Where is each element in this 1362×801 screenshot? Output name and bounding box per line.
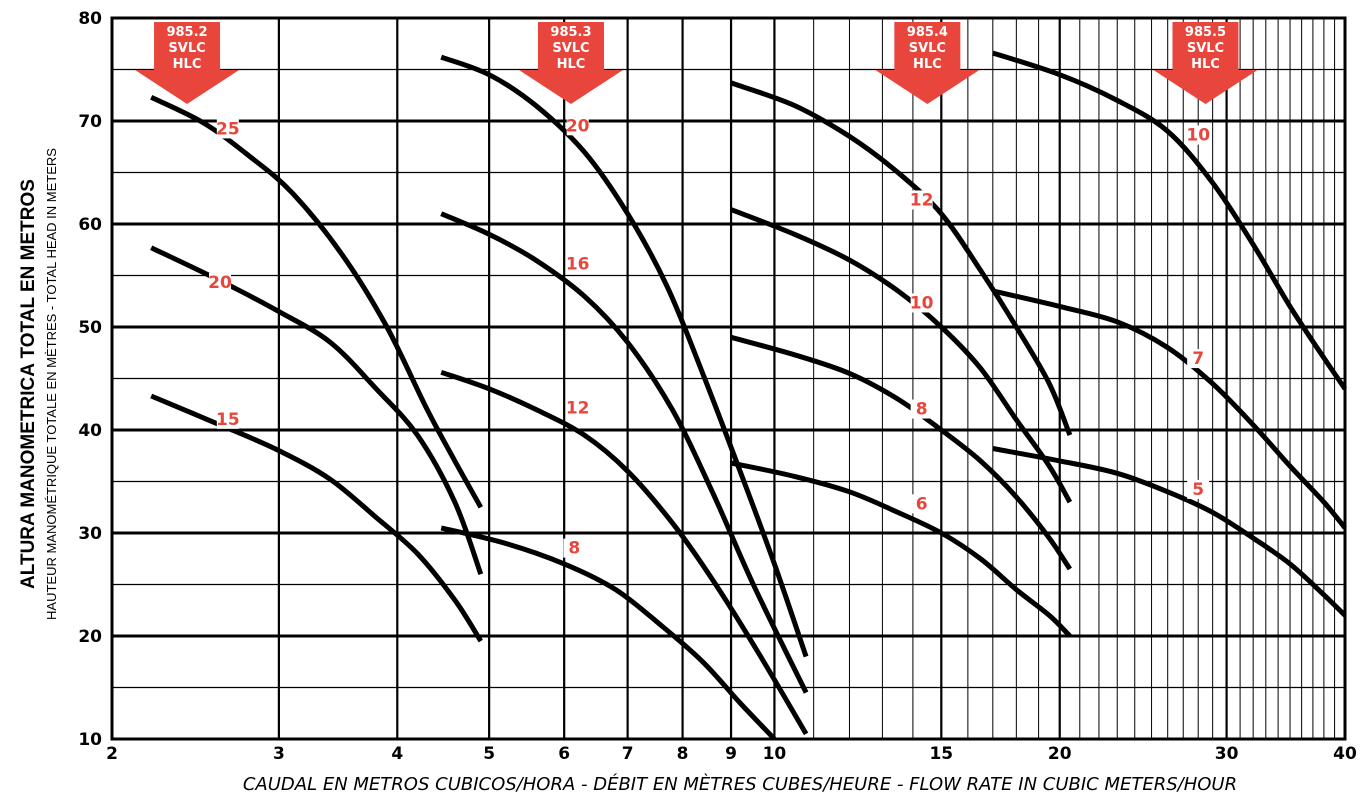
curve-label-backdrop [208,272,231,292]
model-marker-text: SVLC [168,41,205,56]
x-tick-label: 6 [558,744,570,764]
x-tick-label: 15 [929,744,953,764]
y-tick-label: 50 [78,318,102,338]
curve-label: 8 [568,539,580,559]
x-tick-label: 40 [1333,744,1357,764]
x-tick-label: 8 [677,744,689,764]
curve-label-backdrop [566,398,589,418]
tick-labels: 2 3 4 5 6 7 8 9 10 15 20 30 40 10 20 30 40 50 60 70 80 [78,9,1357,764]
curve-label: 6 [916,494,928,514]
curve-label: 16 [566,254,590,274]
model-marker-text: 985.4 [907,25,948,40]
pump-curve-line [730,207,1073,504]
x-tick-label: 4 [391,744,403,764]
curve-label: 20 [566,116,590,136]
pump-curve-line [992,446,1347,618]
y-axis-title: ALTURA MANOMETRICA TOTAL EN METROS [18,179,39,589]
x-tick-label: 7 [622,744,634,764]
x-tick-label: 5 [483,744,495,764]
curve-label: 10 [1186,126,1210,146]
curve-label: 8 [916,400,928,420]
model-marker-arrow [1153,22,1258,104]
pump-curve-line [730,334,1072,571]
curve-label-backdrop [216,119,239,139]
model-marker-text: 985.3 [550,25,591,40]
curve-labels: 25 20 15 20 16 12 8 12 10 8 6 10 7 5 [208,116,1210,559]
curve-label: 20 [208,273,232,293]
y-tick-label: 20 [78,627,102,647]
curve-label: 5 [1192,480,1204,500]
y-tick-label: 30 [78,524,102,544]
y-tick-label: 60 [78,215,102,235]
curve-label: 15 [216,410,240,430]
plot-frame [110,16,1347,741]
x-tick-label: 10 [763,744,787,764]
model-marker-arrow [875,22,980,104]
pump-curve-line [440,54,809,658]
pump-curve-line [150,245,484,576]
curve-label-backdrop [563,538,586,558]
curve-label: 12 [566,399,590,419]
y-axis-title-secondary: HAUTEUR MANOMÉTRIQUE TOTALE EN MÈTRES - … [44,148,59,620]
curve-label: 12 [910,190,934,210]
model-marker-text: SVLC [909,41,946,56]
curve-label: 7 [1192,349,1204,369]
curve-label-backdrop [910,399,933,419]
y-tick-label: 80 [78,9,102,29]
x-tick-label: 3 [273,744,285,764]
curves [150,50,1348,741]
grid-major [110,16,1347,741]
pump-curve-line [440,211,809,694]
model-marker-arrow [518,22,623,104]
model-marker-arrow [135,22,240,104]
model-markers: 985.2SVLCHLC985.3SVLCHLC985.4SVLCHLC985.… [135,22,1258,104]
model-marker-text: 985.2 [166,25,207,40]
curve-label-backdrop [910,293,933,313]
y-tick-label: 70 [78,112,102,132]
pump-curve-line [150,393,483,643]
pump-curve-line [440,369,809,736]
x-tick-label: 30 [1215,744,1239,764]
curve-label-backdrop [1187,125,1210,145]
curve-label-backdrop [910,494,933,514]
curve-label-backdrop [566,254,589,274]
curve-label: 25 [216,119,240,139]
x-tick-label: 2 [106,744,118,764]
model-marker-text: SVLC [1187,41,1224,56]
x-tick-label: 20 [1048,744,1072,764]
model-marker-text: HLC [913,57,942,72]
curve-label-backdrop [910,190,933,210]
model-marker-text: HLC [557,57,586,72]
y-tick-label: 40 [78,421,102,441]
pump-curve-line [992,50,1348,391]
y-tick-label: 10 [78,730,102,750]
curve-label-backdrop [1187,349,1210,369]
pump-curve-line [730,460,1072,638]
x-axis-title: CAUDAL EN METROS CUBICOS/HORA - DÉBIT EN… [243,773,1237,795]
curve-label-backdrop [1187,479,1210,499]
curve-label-backdrop [216,409,239,429]
pump-curve-line [730,80,1073,437]
pump-curve-line [150,95,483,509]
x-tick-label: 9 [725,744,737,764]
model-marker-text: 985.5 [1185,25,1226,40]
model-marker-text: SVLC [552,41,589,56]
curve-label-backdrop [566,116,589,136]
pump-curve-line [440,525,777,741]
pump-curve-line [992,288,1347,530]
model-marker-text: HLC [173,57,202,72]
curve-label: 10 [910,293,934,313]
model-marker-text: HLC [1191,57,1220,72]
